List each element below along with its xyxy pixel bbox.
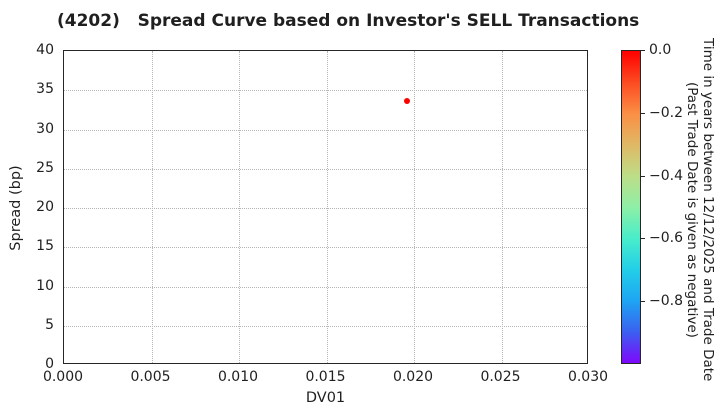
y-tick-label: 15	[36, 238, 54, 255]
y-tick-label: 10	[36, 277, 54, 294]
y-gridline	[64, 129, 587, 131]
y-tick-label: 0	[45, 356, 54, 372]
data-point	[404, 98, 410, 105]
y-tick-label: 5	[45, 316, 54, 333]
y-gridline	[64, 168, 587, 170]
colorbar-tick	[641, 301, 645, 303]
chart-title: (4202) Spread Curve based on Investor's …	[57, 11, 640, 31]
y-gridline	[64, 325, 587, 327]
y-gridline	[64, 286, 587, 288]
x-tick-label: 0.000	[42, 369, 84, 385]
x-tick-label: 0.010	[217, 369, 259, 385]
x-tick-label: 0.020	[392, 369, 434, 385]
colorbar	[621, 50, 641, 364]
colorbar-tick-label: 0.0	[649, 42, 672, 58]
colorbar-tick	[641, 50, 645, 51]
y-tick-label: 25	[36, 159, 54, 176]
colorbar-tick-label: −0.8	[649, 293, 683, 310]
y-gridline	[64, 208, 587, 209]
y-tick-label: 20	[36, 199, 54, 215]
y-tick-label: 40	[36, 42, 54, 58]
colorbar-tick-label: −0.2	[649, 104, 683, 121]
x-gridline	[414, 51, 415, 363]
y-tick-label: 35	[36, 81, 54, 98]
x-tick-label: 0.005	[130, 369, 171, 385]
y-gridline	[64, 90, 587, 92]
x-tick-label: 0.030	[567, 369, 609, 385]
colorbar-tick	[641, 175, 645, 177]
x-tick-label: 0.015	[305, 369, 346, 385]
y-gridline	[64, 247, 587, 249]
colorbar-tick	[641, 238, 645, 240]
x-gridline	[151, 51, 153, 363]
x-gridline	[239, 51, 240, 363]
colorbar-axis-label-line1: Time in years between 12/12/2025 and Tra…	[700, 38, 716, 382]
colorbar-tick-label: −0.4	[649, 167, 683, 184]
y-tick-label: 30	[36, 120, 54, 137]
colorbar-axis-label: Time in years between 12/12/2025 and Tra…	[682, 27, 716, 393]
plot-area	[63, 50, 588, 364]
x-tick-label: 0.025	[480, 369, 521, 385]
x-gridline	[501, 51, 503, 363]
colorbar-axis-label-line2: (Past Trade Date is given as negative)	[684, 82, 700, 338]
colorbar-tick	[641, 112, 645, 114]
colorbar-tick-label: −0.6	[649, 230, 683, 247]
x-axis-label: DV01	[305, 390, 346, 406]
x-gridline	[326, 51, 328, 363]
